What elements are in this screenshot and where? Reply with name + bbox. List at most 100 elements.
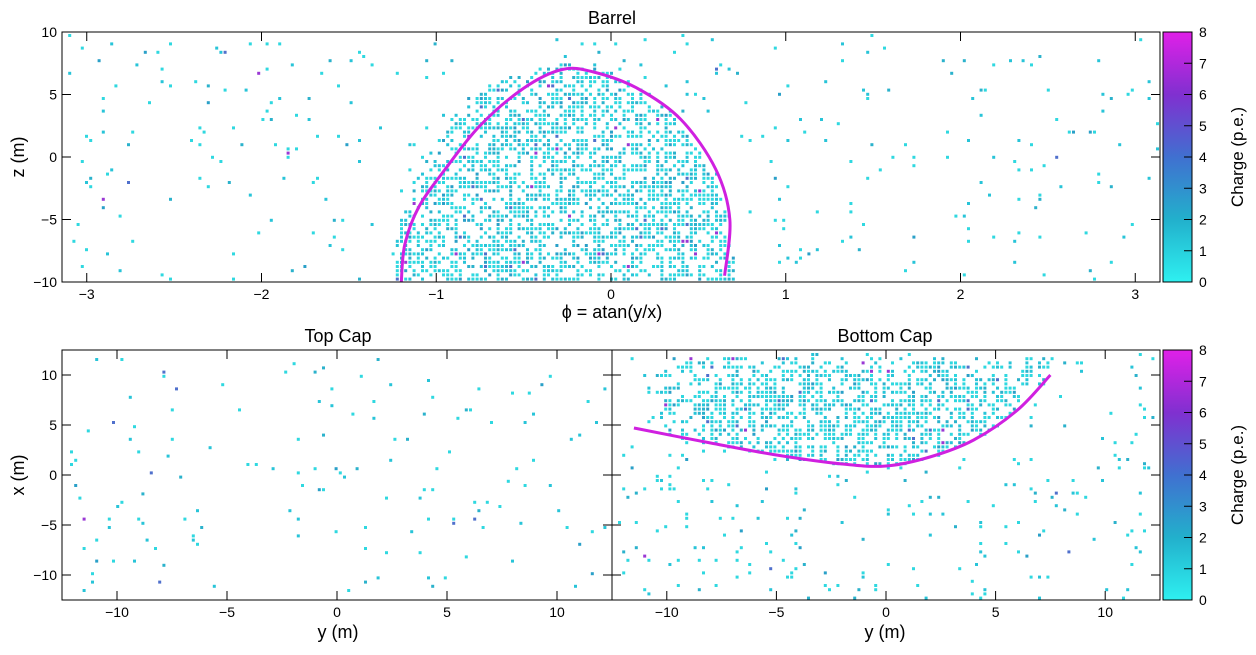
hit-cell — [446, 227, 450, 231]
hit-cell — [454, 227, 458, 231]
hit-cell — [1008, 411, 1012, 415]
hit-cell — [836, 365, 840, 369]
hit-cell — [622, 168, 626, 172]
hit-cell — [601, 92, 605, 96]
hit-cell — [945, 386, 949, 390]
hit-cell — [500, 244, 504, 247]
hit-cell — [338, 471, 342, 475]
hit-cell — [593, 113, 597, 117]
hit-cell — [364, 580, 367, 584]
hit-cell — [870, 143, 874, 147]
hit-cell — [446, 176, 450, 180]
hit-cell — [408, 260, 412, 264]
hit-cell — [605, 260, 609, 264]
hit-cell — [116, 505, 120, 508]
hit-cell — [891, 390, 894, 394]
hit-cell — [509, 84, 513, 88]
hit-cell — [538, 172, 542, 176]
hit-cell — [580, 80, 584, 84]
hit-cell — [668, 193, 672, 197]
hit-cell — [668, 113, 672, 117]
hit-cell — [601, 130, 605, 134]
hit-cell — [513, 172, 517, 176]
hit-cell — [979, 428, 983, 432]
hit-cell — [718, 424, 722, 428]
hit-cell — [446, 189, 450, 193]
hit-cell — [903, 407, 907, 411]
hit-cell — [559, 269, 563, 273]
hit-cell — [85, 181, 88, 184]
hit-cell — [681, 193, 685, 197]
hit-cell — [400, 239, 403, 243]
hit-cell — [572, 202, 576, 205]
hit-cell — [555, 197, 559, 201]
hit-cell — [467, 97, 471, 100]
hit-cell — [991, 504, 995, 508]
hit-cell — [572, 239, 576, 243]
hit-cell — [395, 244, 399, 247]
hit-cell — [530, 76, 534, 79]
hit-cell — [689, 365, 693, 369]
hit-cell — [983, 382, 987, 386]
hit-cell — [1138, 550, 1142, 554]
hit-cell — [731, 260, 735, 264]
hit-cell — [484, 265, 487, 268]
hit-cell — [540, 383, 544, 387]
x-tick-label: −1 — [428, 286, 444, 302]
hit-cell — [542, 269, 546, 273]
hit-cell — [1004, 374, 1008, 377]
hit-cell — [1071, 479, 1075, 482]
hit-cell — [618, 176, 622, 180]
hit-cell — [937, 374, 941, 377]
hit-cell — [605, 235, 609, 239]
hit-cell — [82, 547, 86, 550]
hit-cell — [685, 151, 689, 155]
hit-cell — [509, 185, 513, 189]
hit-cell — [668, 265, 672, 268]
hit-cell — [1130, 441, 1134, 445]
hit-cell — [870, 424, 873, 428]
hit-cell — [727, 432, 731, 436]
hit-cell — [584, 118, 588, 121]
hit-cell — [668, 411, 672, 415]
hit-cell — [996, 386, 999, 390]
hit-cell — [1021, 59, 1025, 63]
hit-cell — [710, 411, 714, 415]
hit-cell — [673, 197, 676, 201]
hit-cell — [928, 382, 932, 386]
hit-cell — [870, 374, 873, 377]
hit-cell — [542, 273, 546, 277]
hit-cell — [702, 437, 705, 440]
hit-cell — [631, 202, 634, 205]
hit-cell — [689, 172, 693, 176]
hit-cell — [513, 239, 517, 243]
hit-cell — [781, 416, 785, 419]
hit-cell — [334, 467, 338, 471]
hit-cell — [1046, 361, 1050, 365]
hit-cell — [739, 428, 743, 432]
hit-cell — [521, 101, 525, 105]
hit-cell — [694, 256, 697, 260]
hit-cell — [513, 109, 517, 113]
hit-cell — [568, 143, 571, 147]
hit-cell — [509, 126, 513, 130]
hit-cell — [170, 408, 174, 412]
hit-cell — [530, 168, 534, 172]
hit-cell — [580, 92, 584, 96]
hit-cell — [576, 151, 580, 155]
hit-cell — [727, 424, 731, 428]
hit-cell — [778, 197, 781, 201]
hit-cell — [715, 214, 718, 218]
hit-cell — [874, 428, 878, 432]
hit-cell — [992, 235, 996, 239]
hit-cell — [681, 134, 685, 138]
hit-cell — [689, 231, 693, 235]
hit-cell — [534, 185, 538, 189]
hit-cell — [626, 92, 630, 96]
hit-cell — [1025, 378, 1029, 382]
hit-cell — [668, 206, 672, 210]
hit-cell — [584, 193, 588, 197]
hit-cell — [450, 147, 454, 151]
hit-cell — [433, 256, 437, 260]
hit-cell — [82, 589, 86, 592]
